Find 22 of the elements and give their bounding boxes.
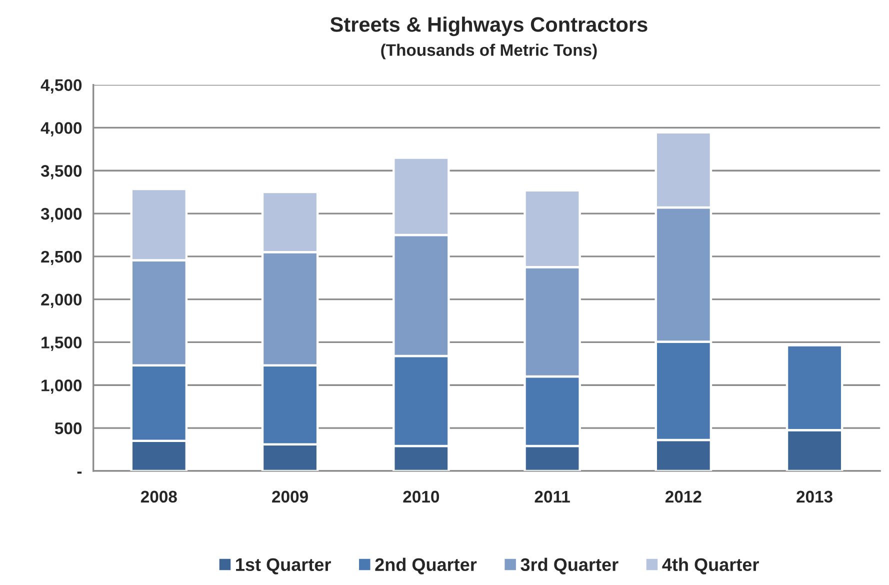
y-tick-label: 2,000 — [41, 294, 82, 308]
x-tick-label: 2008 — [140, 490, 177, 503]
y-tick-label: 4,500 — [40, 79, 82, 94]
y-tick-label: 4,000 — [40, 122, 82, 136]
x-tick-label: 2011 — [534, 490, 570, 503]
y-tick-label: 2,500 — [41, 250, 82, 266]
legend-label: 4th Quarter — [662, 558, 759, 574]
chart-title: Streets & Highways Contractors — [330, 16, 648, 36]
x-tick-label: 2012 — [665, 490, 702, 503]
legend-label: 1st Quarter — [236, 558, 331, 574]
y-tick-label: 1,000 — [42, 380, 82, 394]
y-tick-label: 1,500 — [42, 336, 82, 351]
x-tick-label: 2009 — [272, 490, 308, 503]
y-tick-label: - — [77, 472, 82, 474]
y-tick-label: 3,000 — [40, 208, 82, 222]
legend-label: 3rd Quarter — [520, 558, 618, 574]
x-tick-label: 2013 — [796, 490, 832, 503]
legend-label: 2nd Quarter — [375, 558, 477, 574]
y-tick-label: 500 — [54, 422, 82, 434]
chart-subtitle: (Thousands of Metric Tons) — [381, 44, 597, 60]
y-tick-label: 3,500 — [40, 165, 82, 180]
x-tick-label: 2010 — [403, 490, 440, 503]
